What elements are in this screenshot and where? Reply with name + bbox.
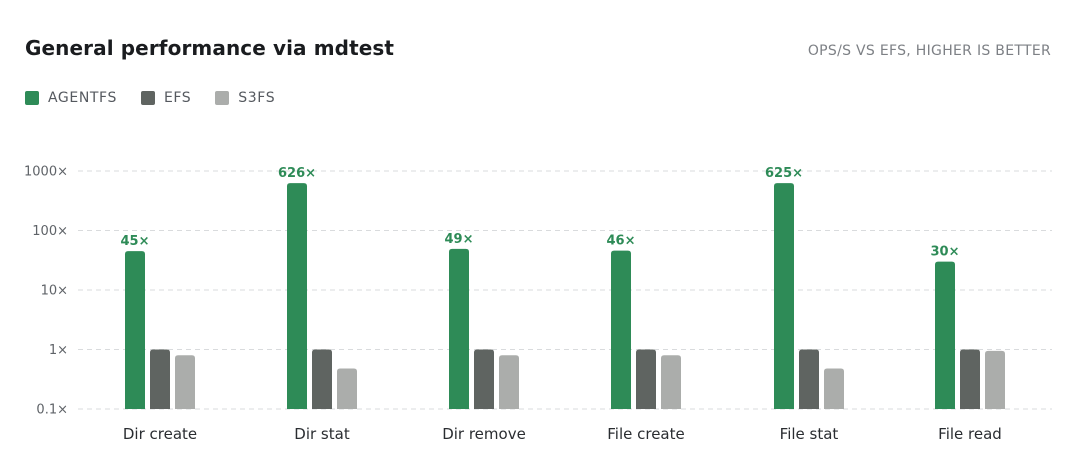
data-label: 49×: [445, 232, 474, 247]
legend-item-s3fs: S3FS: [215, 90, 275, 106]
bar-s3fs: [499, 355, 519, 409]
bar-s3fs: [175, 355, 195, 409]
data-label: 626×: [278, 166, 316, 181]
x-category-label: File stat: [780, 425, 839, 443]
legend-swatch-agentfs: [25, 91, 39, 105]
bar-efs: [150, 349, 170, 409]
legend: AGENTFS EFS S3FS: [25, 90, 299, 106]
bar-agentfs: [611, 250, 631, 409]
y-tick-label: 1000×: [24, 165, 68, 180]
bar-agentfs: [935, 261, 955, 409]
bar-agentfs: [449, 248, 469, 409]
bar-efs: [960, 349, 980, 409]
data-label: 30×: [931, 245, 960, 260]
data-label: 45×: [121, 234, 150, 249]
bar-efs: [312, 349, 332, 409]
bar-agentfs: [774, 183, 794, 409]
bar-efs: [636, 349, 656, 409]
data-label: 625×: [765, 166, 803, 181]
x-category-label: Dir create: [123, 425, 197, 443]
y-tick-label: 10×: [41, 284, 68, 299]
chart-title: General performance via mdtest: [25, 36, 395, 60]
bar-s3fs: [661, 355, 681, 409]
legend-item-agentfs: AGENTFS: [25, 90, 117, 106]
bar-s3fs: [824, 368, 844, 409]
chart-subtitle: OPS/S VS EFS, HIGHER IS BETTER: [807, 43, 1051, 59]
data-label: 46×: [607, 234, 636, 249]
legend-swatch-s3fs: [215, 91, 230, 105]
x-category-label: File create: [607, 425, 684, 443]
legend-swatch-efs: [140, 91, 155, 105]
bar-agentfs: [287, 183, 307, 409]
bar-efs: [799, 349, 819, 409]
legend-item-efs: EFS: [140, 90, 192, 106]
x-category-label: File read: [938, 425, 1002, 443]
legend-label-efs: EFS: [163, 90, 192, 106]
legend-label-agentfs: AGENTFS: [48, 90, 117, 106]
bar-agentfs: [125, 251, 145, 409]
bar-s3fs: [337, 368, 357, 409]
bar-efs: [474, 349, 494, 409]
y-tick-label: 1×: [49, 343, 68, 358]
y-tick-label: 100×: [32, 224, 68, 239]
y-tick-label: 0.1×: [36, 403, 68, 418]
x-category-label: Dir remove: [442, 425, 526, 443]
legend-label-s3fs: S3FS: [238, 90, 276, 106]
x-category-label: Dir stat: [294, 425, 350, 443]
bar-s3fs: [985, 350, 1005, 409]
